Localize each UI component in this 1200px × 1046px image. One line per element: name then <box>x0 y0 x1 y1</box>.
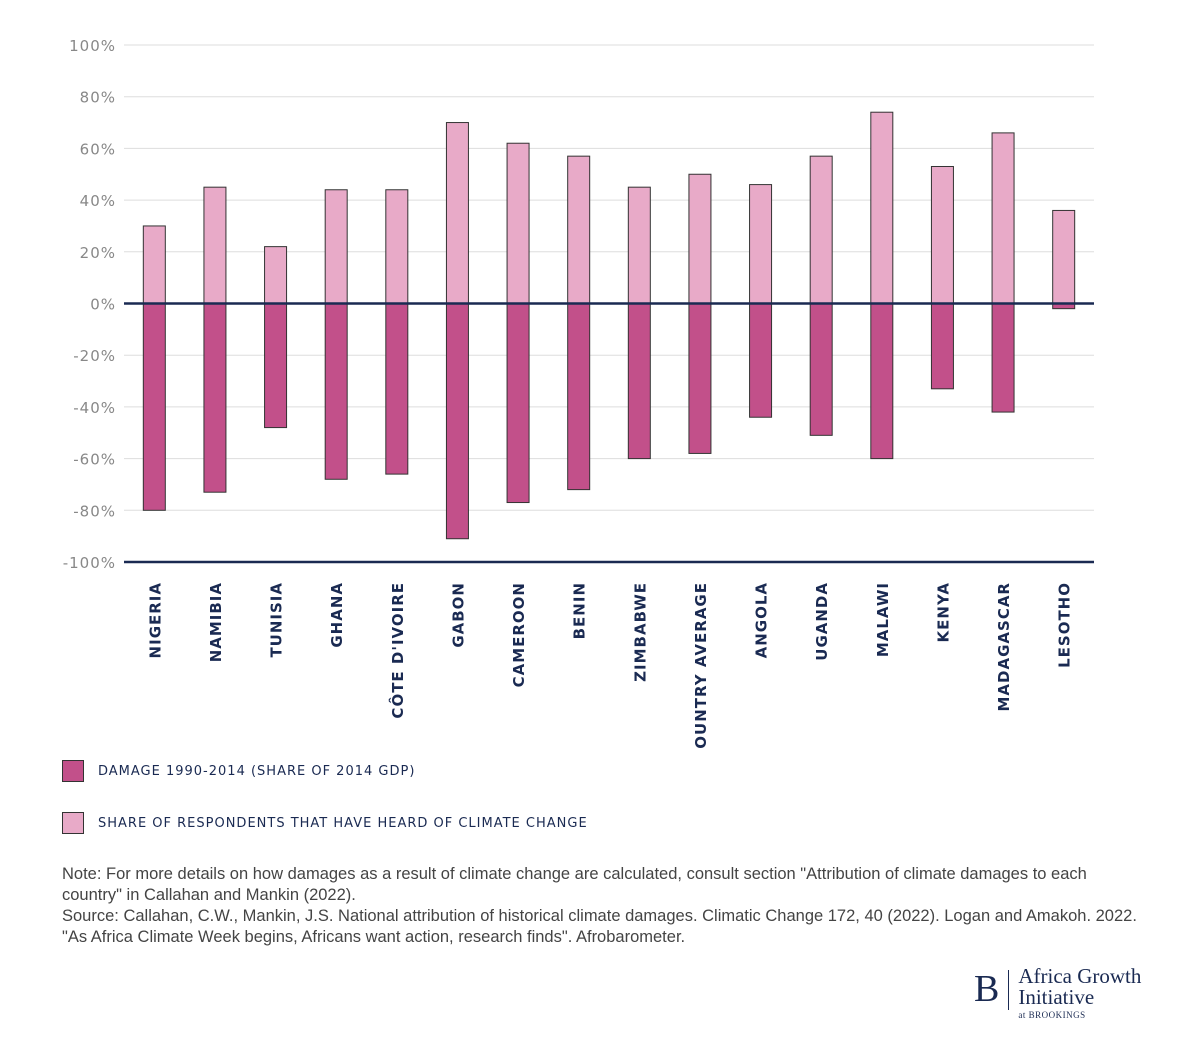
x-category-label: MADAGASCAR <box>995 582 1013 712</box>
bar-heard <box>142 225 166 304</box>
bar-heard <box>870 111 894 304</box>
y-tick-label: 80% <box>80 89 116 107</box>
logo-line2: Initiative <box>1018 985 1095 1009</box>
bar-damage <box>870 303 894 460</box>
bar-damage <box>385 303 409 475</box>
bar-heard <box>506 142 530 304</box>
bar-damage <box>324 303 348 480</box>
y-tick-label: 60% <box>80 140 116 158</box>
y-tick-label: -80% <box>73 502 116 520</box>
source-text: Source: Callahan, C.W., Mankin, J.S. Nat… <box>62 907 1137 946</box>
bar-damage <box>749 303 773 418</box>
y-tick-label: 20% <box>80 244 116 262</box>
bar-heard <box>991 132 1015 304</box>
bar-heard <box>324 189 348 304</box>
logo-line1: Africa Growth <box>1018 964 1142 988</box>
legend-item-damage: DAMAGE 1990-2014 (SHARE OF 2014 GDP) <box>62 758 588 784</box>
y-tick-label: -20% <box>73 347 116 365</box>
bar-heard <box>445 122 469 304</box>
notes: Note: For more details on how damages as… <box>62 864 1142 948</box>
axes <box>124 302 1094 564</box>
x-category-label: KENYA <box>934 582 952 642</box>
x-category-label: UGANDA <box>813 582 831 661</box>
x-category-label: TUNISIA <box>268 582 286 658</box>
x-category-label: GHANA <box>328 582 346 648</box>
x-category-label: LESOTHO <box>1056 582 1074 668</box>
logo-line3: at BROOKINGS <box>1018 1010 1086 1020</box>
bar-damage <box>264 303 288 429</box>
bar-damage <box>627 303 651 460</box>
y-tick-label: 40% <box>80 192 116 210</box>
x-axis-labels: NIGERIA NAMIBIA TUNISIA GHANA CÔTE D'IVOIRE G… <box>146 582 1073 750</box>
x-category-label: BENIN <box>571 582 589 639</box>
legend-label-heard: SHARE OF RESPONDENTS THAT HAVE HEARD OF … <box>98 815 588 831</box>
bar-heard <box>627 186 651 304</box>
bar-damage <box>506 303 530 504</box>
legend-label-damage: DAMAGE 1990-2014 (SHARE OF 2014 GDP) <box>98 763 416 779</box>
logo-letter: B <box>974 968 1000 1010</box>
x-category-label: ANGOLA <box>753 582 771 658</box>
legend-swatch-heard <box>62 812 84 834</box>
bar-damage <box>445 303 469 540</box>
bar-heard <box>809 155 833 304</box>
legend: DAMAGE 1990-2014 (SHARE OF 2014 GDP) SHA… <box>62 758 588 862</box>
x-category-label: CAMEROON <box>510 582 528 687</box>
logo-text: Africa Growth Initiative at BROOKINGS <box>1018 964 1142 1021</box>
y-tick-label: 100% <box>69 37 116 55</box>
bar-heard <box>385 189 409 304</box>
x-category-label: MALAWI <box>874 582 892 657</box>
bar-heard <box>264 246 288 305</box>
x-category-label: 15-COUNTRY AVERAGE <box>692 582 710 750</box>
bar-damage <box>809 303 833 436</box>
brookings-logo: B Africa Growth Initiative at BROOKINGS <box>974 966 1141 1026</box>
y-axis-ticks: 100% 80% 60% 40% 20% 0% -20% -40% -60% -80% -100% <box>63 37 116 572</box>
x-category-label: GABON <box>449 582 467 648</box>
chart: 100%80%60%40%20%0%-20%-40%-60%-80%-100% … <box>63 37 1094 750</box>
bar-damage <box>991 303 1015 413</box>
x-category-label: NAMIBIA <box>207 582 225 662</box>
y-tick-label: -40% <box>73 399 116 417</box>
bar-heard <box>203 186 227 304</box>
bar-heard <box>688 173 712 304</box>
bar-heard <box>1052 209 1076 304</box>
y-tick-label: 0% <box>90 296 116 314</box>
x-category-label: ZIMBABWE <box>631 582 649 682</box>
logo-divider <box>1008 970 1010 1010</box>
bar-heard <box>749 184 773 304</box>
bar-damage <box>930 303 954 390</box>
legend-item-heard: SHARE OF RESPONDENTS THAT HAVE HEARD OF … <box>62 810 588 836</box>
y-tick-label: -100% <box>63 554 116 572</box>
x-category-label: CÔTE D'IVOIRE <box>388 582 407 719</box>
bar-damage <box>567 303 591 491</box>
legend-swatch-damage <box>62 760 84 782</box>
bar-damage <box>142 303 166 511</box>
bar-damage <box>688 303 712 454</box>
bars <box>142 111 1076 540</box>
x-category-label: NIGERIA <box>146 582 164 658</box>
bar-heard <box>567 155 591 304</box>
note-text: Note: For more details on how damages as… <box>62 865 1087 904</box>
y-tick-label: -60% <box>73 451 116 469</box>
bar-damage <box>203 303 227 493</box>
bar-heard <box>930 165 954 304</box>
